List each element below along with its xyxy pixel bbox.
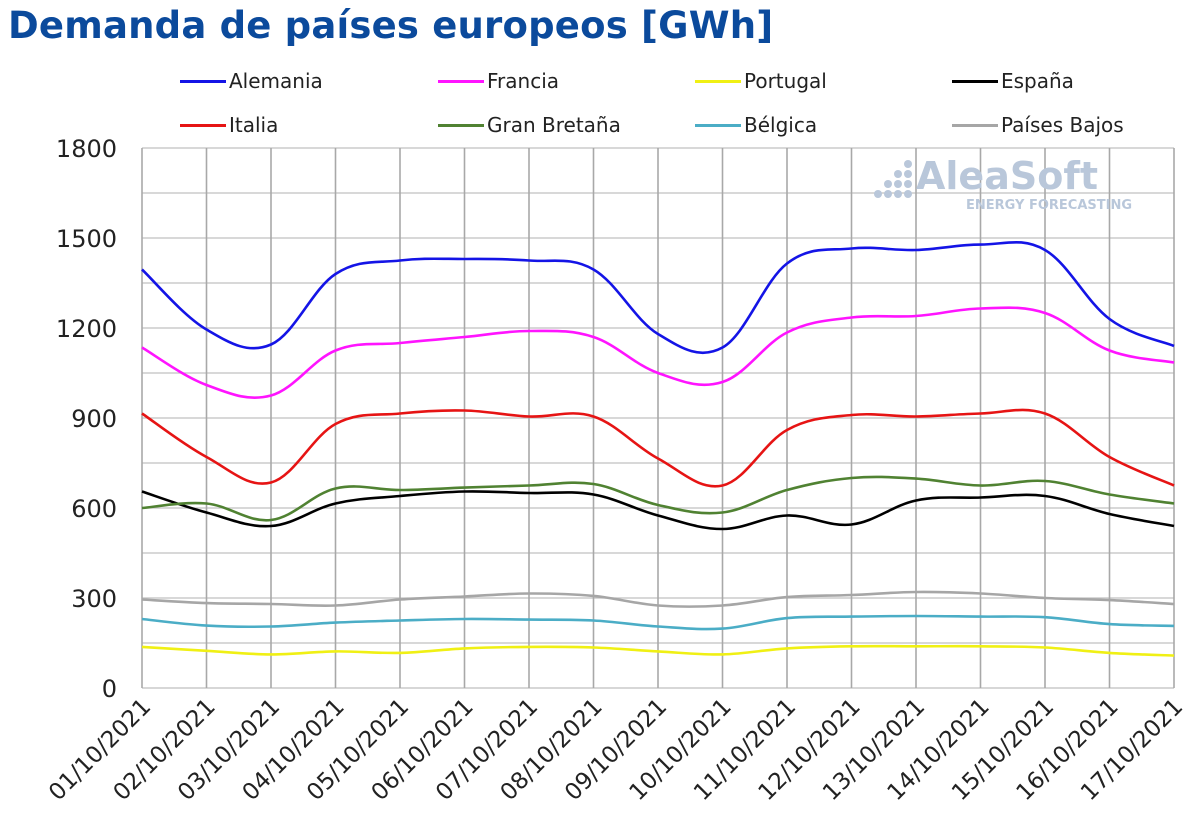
watermark-subtitle: ENERGY FORECASTING	[966, 198, 1133, 213]
y-tick-label: 1200	[56, 315, 117, 343]
legend-item: Alemania	[180, 67, 323, 95]
y-tick-label: 1500	[56, 225, 117, 253]
y-tick-label: 300	[71, 585, 117, 613]
legend-swatch	[438, 123, 484, 127]
series-line-portugal	[141, 644, 1175, 657]
grid	[141, 147, 1175, 689]
y-axis: 0 300 600 900 1200 1500 1800	[56, 135, 117, 703]
legend-label: Francia	[487, 69, 560, 93]
y-tick-label: 1800	[56, 135, 117, 163]
chart-title: Demanda de países europeos [GWh]	[8, 4, 774, 47]
legend-item: Países Bajos	[952, 111, 1124, 139]
legend-swatch	[952, 79, 998, 83]
y-tick-label: 600	[71, 495, 117, 523]
legend-item: Italia	[180, 111, 278, 139]
series-line-espana	[141, 490, 1175, 531]
legend-swatch	[695, 79, 741, 83]
legend-swatch	[952, 123, 998, 127]
legend-label: Alemania	[229, 69, 323, 93]
series-line-gran-bretana	[141, 475, 1175, 522]
watermark-brand: AleaSoft	[916, 154, 1099, 198]
legend-swatch	[438, 79, 484, 83]
legend-label: Italia	[229, 113, 279, 137]
series-lines	[141, 240, 1175, 657]
legend-label: Países Bajos	[1001, 113, 1124, 137]
legend-label: Gran Bretaña	[487, 113, 621, 137]
legend-item: Francia	[438, 67, 559, 95]
legend-label: Bélgica	[744, 113, 818, 137]
legend-swatch	[180, 123, 226, 127]
series-line-belgica	[141, 614, 1175, 631]
legend-item: Portugal	[695, 67, 827, 95]
legend-item: España	[952, 67, 1074, 95]
legend-item: Gran Bretaña	[438, 111, 621, 139]
aleasoft-watermark: AleaSoft ENERGY FORECASTING	[870, 154, 1133, 216]
legend-swatch	[180, 79, 226, 83]
aleasoft-logo-icon	[874, 160, 912, 198]
y-tick-label: 900	[71, 405, 117, 433]
legend-label: Portugal	[744, 69, 827, 93]
series-line-italia	[141, 408, 1175, 488]
x-axis: 01/10/202102/10/202103/10/202104/10/2021…	[44, 694, 1188, 806]
legend-item: Bélgica	[695, 111, 817, 139]
y-tick-label: 0	[102, 675, 117, 703]
series-line-paises-bajos	[141, 590, 1175, 609]
series-line-alemania	[141, 240, 1175, 355]
legend-label: España	[1001, 69, 1074, 93]
legend-swatch	[695, 123, 741, 127]
series-line-francia	[141, 306, 1175, 399]
